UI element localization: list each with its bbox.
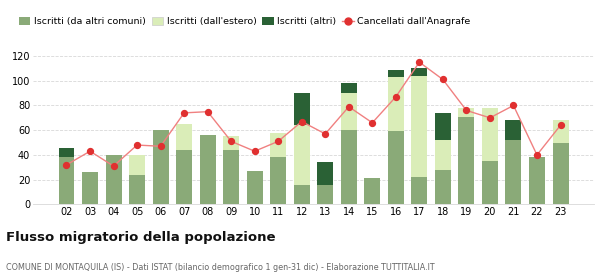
Point — [415, 60, 424, 64]
Point — [297, 119, 307, 124]
Bar — [223, 136, 239, 150]
Bar — [82, 172, 98, 204]
Bar — [553, 143, 569, 204]
Bar — [129, 175, 145, 204]
Point — [532, 153, 542, 157]
Point — [344, 104, 353, 109]
Bar — [553, 120, 569, 143]
Bar — [435, 170, 451, 204]
Bar — [59, 148, 74, 157]
Point — [250, 149, 259, 153]
Bar — [458, 116, 475, 204]
Bar — [59, 157, 74, 204]
Point — [203, 109, 212, 114]
Bar — [294, 125, 310, 185]
Point — [132, 143, 142, 147]
Text: COMUNE DI MONTAQUILA (IS) - Dati ISTAT (bilancio demografico 1 gen-31 dic) - Ela: COMUNE DI MONTAQUILA (IS) - Dati ISTAT (… — [6, 263, 434, 272]
Point — [85, 149, 95, 153]
Point — [62, 163, 71, 167]
Bar — [341, 83, 357, 93]
Bar — [341, 130, 357, 204]
Legend: Iscritti (da altri comuni), Iscritti (dall'estero), Iscritti (altri), Cancellati: Iscritti (da altri comuni), Iscritti (da… — [15, 13, 475, 30]
Bar — [364, 178, 380, 204]
Bar — [412, 177, 427, 204]
Bar — [176, 150, 192, 204]
Point — [485, 116, 495, 120]
Point — [368, 121, 377, 125]
Bar — [435, 140, 451, 170]
Bar — [294, 185, 310, 204]
Bar — [270, 133, 286, 157]
Bar — [458, 108, 475, 116]
Bar — [317, 162, 333, 185]
Point — [509, 103, 518, 108]
Point — [461, 108, 471, 113]
Point — [556, 123, 565, 127]
Bar — [247, 171, 263, 204]
Point — [391, 95, 401, 99]
Bar — [388, 70, 404, 77]
Point — [109, 164, 118, 168]
Point — [156, 144, 166, 148]
Bar — [435, 113, 451, 140]
Bar — [152, 130, 169, 204]
Bar — [294, 93, 310, 125]
Bar — [412, 76, 427, 177]
Bar — [529, 157, 545, 204]
Bar — [482, 161, 498, 204]
Bar — [200, 135, 215, 204]
Text: Flusso migratorio della popolazione: Flusso migratorio della popolazione — [6, 231, 275, 244]
Point — [226, 139, 236, 144]
Bar — [482, 108, 498, 161]
Bar — [341, 93, 357, 130]
Point — [320, 132, 330, 136]
Bar — [505, 120, 521, 140]
Point — [438, 77, 448, 82]
Bar — [412, 68, 427, 76]
Point — [179, 111, 189, 115]
Bar — [176, 124, 192, 150]
Point — [274, 139, 283, 144]
Bar — [317, 185, 333, 204]
Bar — [223, 150, 239, 204]
Bar — [388, 77, 404, 131]
Bar — [388, 131, 404, 204]
Bar — [270, 157, 286, 204]
Bar — [106, 155, 122, 204]
Bar — [129, 155, 145, 175]
Bar — [505, 140, 521, 204]
